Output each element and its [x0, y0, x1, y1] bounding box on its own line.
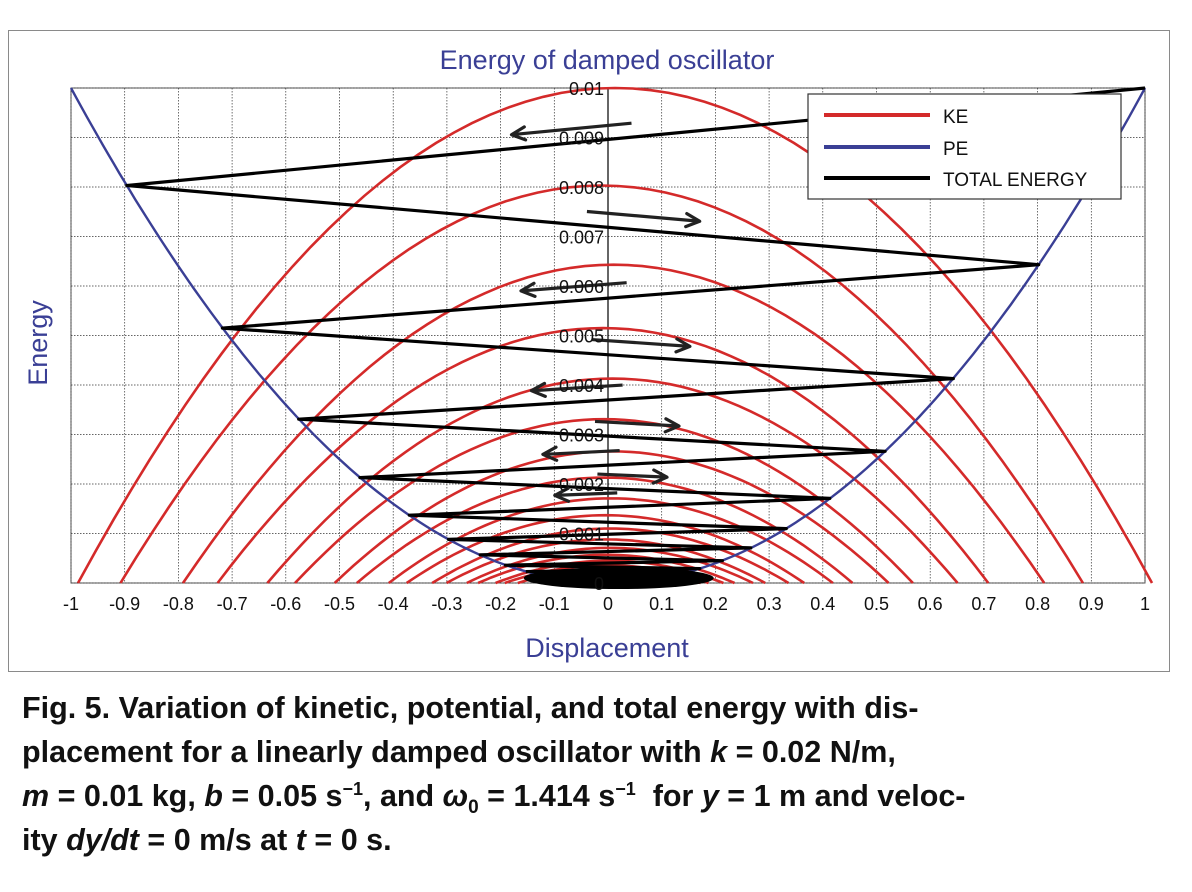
x-tick-label: -1 [63, 594, 79, 614]
x-tick-label: -0.8 [163, 594, 194, 614]
direction-arrowhead [509, 125, 528, 142]
x-tick-label: 0.9 [1079, 594, 1104, 614]
direction-arrow [531, 383, 623, 393]
ke-curve [119, 184, 1085, 584]
ke-curve [405, 513, 805, 585]
ke-curve [431, 527, 790, 585]
direction-arrow [586, 209, 700, 223]
ke-curve [266, 377, 959, 584]
direction-arrowhead [519, 281, 537, 298]
ke-curve [356, 476, 854, 584]
y-tick-label: 0.006 [559, 277, 604, 297]
x-tick-label: 0.7 [971, 594, 996, 614]
direction-arrow [542, 448, 620, 457]
x-tick-label: 1 [1140, 594, 1150, 614]
y-tick-label: 0.007 [559, 228, 604, 248]
y-tick-label: 0.004 [559, 376, 604, 396]
x-tick-label: 0.4 [810, 594, 835, 614]
energy-chart: -1 -0.9 -0.8 -0.7 -0.6 -0.5 -0.4 -0.3 -0.2 -0.1 0 0… [23, 45, 1154, 663]
y-tick-label: 0.001 [559, 525, 604, 545]
x-tick-label: -0.5 [324, 594, 355, 614]
chart-frame: -1 -0.9 -0.8 -0.7 -0.6 -0.5 -0.4 -0.3 -0.2 -0.1 0 0… [8, 30, 1170, 672]
direction-arrow [594, 419, 680, 428]
x-tick-label: -0.6 [270, 594, 301, 614]
y-tick-label: 0.008 [559, 178, 604, 198]
direction-arrows [509, 121, 702, 503]
caption-line-4: ity dy/dt = 0 m/s at t = 0 s. [22, 823, 392, 857]
x-tick-label: -0.9 [109, 594, 140, 614]
x-tick-label: -0.3 [431, 594, 462, 614]
x-tick-label: -0.1 [539, 594, 570, 614]
ke-curve [294, 417, 914, 584]
total-energy-curve [125, 86, 1146, 574]
legend-label-pe: PE [943, 139, 968, 160]
ke-curve [181, 263, 1046, 584]
direction-arrow [554, 491, 618, 497]
x-tick-label: -0.7 [217, 594, 248, 614]
x-tick-label: 0 [603, 594, 613, 614]
direction-arrow [597, 472, 668, 479]
y-tick-label: 0 [594, 574, 604, 594]
direction-arrowhead [553, 486, 571, 503]
ke-curve [216, 326, 990, 584]
legend-label-total: TOTAL ENERGY [943, 170, 1088, 191]
legend-label-ke: KE [943, 107, 968, 128]
chart-title: Energy of damped oscillator [440, 45, 775, 75]
y-tick-label: 0.005 [559, 327, 604, 347]
x-tick-label: 0.5 [864, 594, 889, 614]
direction-arrowhead [541, 445, 559, 462]
direction-arrowhead [674, 337, 692, 354]
legend: KE PE TOTAL ENERGY [807, 93, 1122, 200]
x-tick-label: 0.3 [757, 594, 782, 614]
direction-arrowhead [684, 212, 702, 229]
x-tick-label: 0.8 [1025, 594, 1050, 614]
direction-arrowhead [651, 468, 669, 485]
caption-line-2: placement for a linearly damped oscillat… [22, 735, 896, 769]
direction-arrow [520, 281, 627, 293]
caption-line-3: m = 0.01 kg, b = 0.05 s−1, and ω0 = 1.41… [22, 778, 966, 819]
caption-line-1: Fig. 5. Variation of kinetic, potential,… [22, 691, 919, 725]
x-axis-label: Displacement [525, 633, 689, 663]
direction-arrow [511, 121, 632, 137]
x-tick-label: 0.6 [918, 594, 943, 614]
y-tick-label: 0.003 [559, 426, 604, 446]
x-tick-label: -0.4 [378, 594, 409, 614]
y-axis-label: Energy [23, 300, 53, 386]
y-tick-label: 0.01 [569, 79, 604, 99]
figure-caption: Fig. 5. Variation of kinetic, potential,… [22, 686, 1167, 862]
ke-curve [388, 497, 834, 585]
x-tick-label: 0.1 [649, 594, 674, 614]
ke-curve [76, 86, 1154, 584]
tick-labels: -1 -0.9 -0.8 -0.7 -0.6 -0.5 -0.4 -0.3 -0.2 -0.1 0 0… [63, 79, 1150, 614]
ke-curve [445, 538, 766, 585]
total-energy-core [523, 567, 714, 590]
y-tick-label: 0.009 [559, 129, 604, 149]
total-energy-series [125, 86, 1146, 590]
direction-arrow [591, 337, 691, 348]
direction-arrowhead [529, 381, 547, 398]
x-tick-label: 0.2 [703, 594, 728, 614]
y-tick-label: 0.002 [559, 475, 604, 495]
direction-arrowhead [663, 417, 681, 434]
x-tick-label: -0.2 [485, 594, 516, 614]
